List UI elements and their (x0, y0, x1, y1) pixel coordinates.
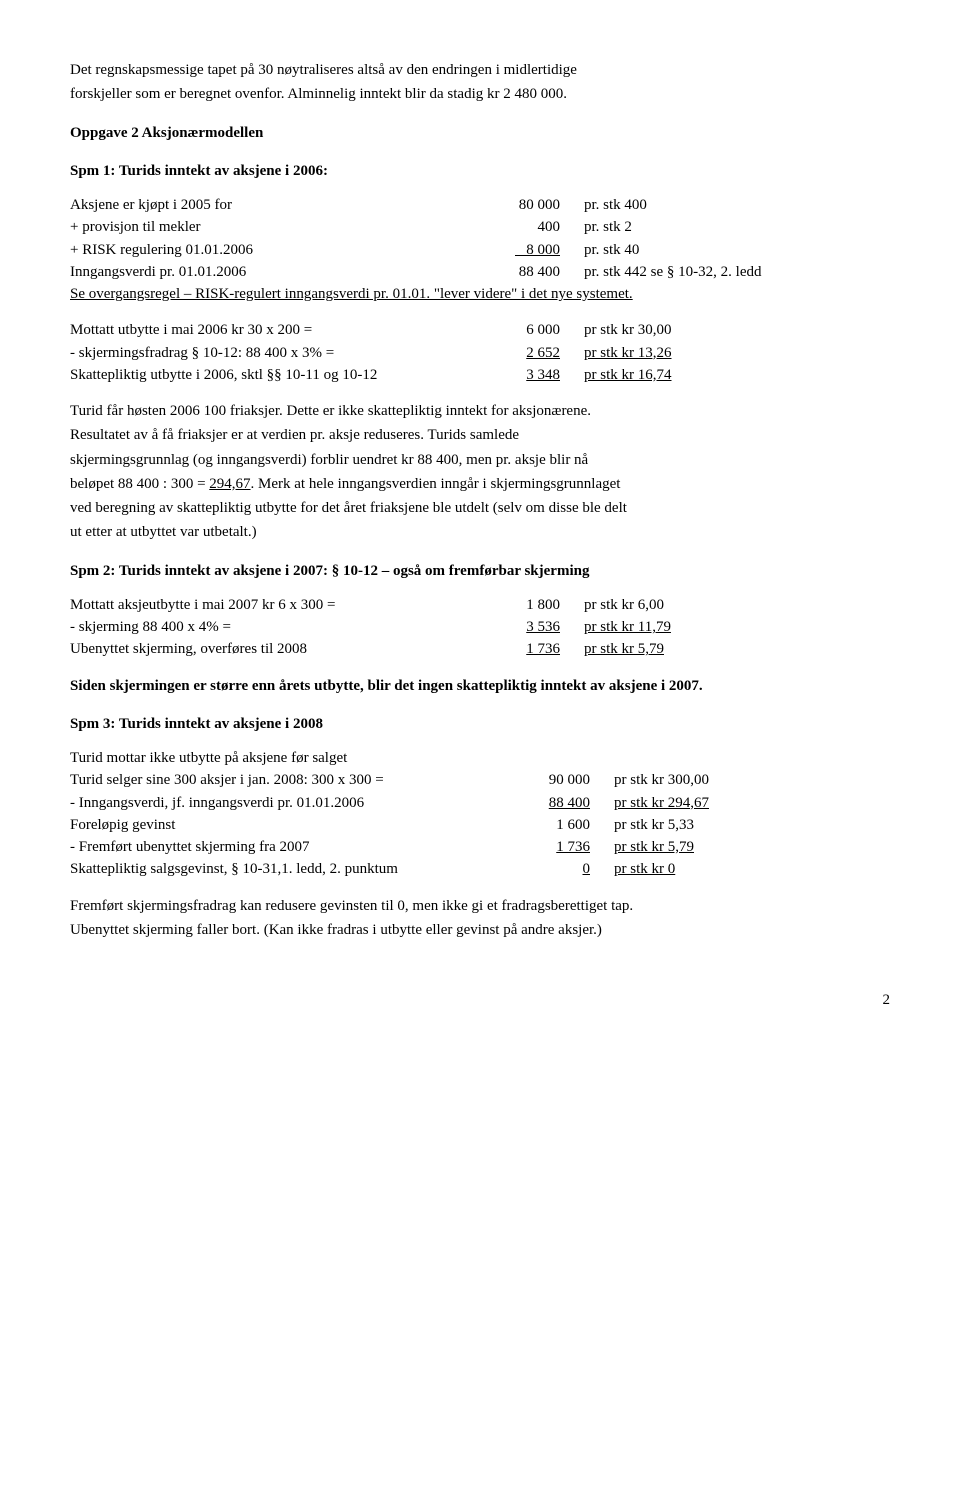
row-label: - skjerming 88 400 x 4% = (70, 617, 480, 637)
row-value: 88 400 (480, 262, 584, 282)
prose-line: ut etter at utbyttet var utbetalt.) (70, 522, 890, 542)
table-row: Mottatt aksjeutbytte i mai 2007 kr 6 x 3… (70, 595, 890, 615)
row-value: 1 800 (480, 595, 584, 615)
spm2-table: Mottatt aksjeutbytte i mai 2007 kr 6 x 3… (70, 595, 890, 660)
row-note: pr stk kr 5,79 (614, 837, 890, 857)
row-note: pr stk kr 0 (614, 859, 890, 879)
row-value: 1 736 (480, 639, 584, 659)
row-value: 3 536 (480, 617, 584, 637)
row-label: - Fremført ubenyttet skjerming fra 2007 (70, 837, 510, 857)
row-value: 80 000 (480, 195, 584, 215)
row-label: Foreløpig gevinst (70, 815, 510, 835)
row-value: 90 000 (510, 770, 614, 790)
table-row: Skattepliktig utbytte i 2006, sktl §§ 10… (70, 365, 890, 385)
spm1-heading: Spm 1: Turids inntekt av aksjene i 2006: (70, 161, 890, 181)
prose-line: Resultatet av å få friaksjer er at verdi… (70, 425, 890, 445)
table-row: Inngangsverdi pr. 01.01.2006 88 400 pr. … (70, 262, 890, 282)
table-row: + RISK regulering 01.01.2006 8 000 pr. s… (70, 240, 890, 260)
row-label: Aksjene er kjøpt i 2005 for (70, 195, 480, 215)
row-note: pr. stk 442 se § 10-32, 2. ledd (584, 262, 890, 282)
spm1-footnote: Se overgangsregel – RISK-regulert inngan… (70, 284, 890, 304)
spm3-line1: Turid mottar ikke utbytte på aksjene før… (70, 748, 890, 768)
row-value: 6 000 (480, 320, 584, 340)
prose-line: Fremført skjermingsfradrag kan redusere … (70, 896, 890, 916)
row-label: Mottatt utbytte i mai 2006 kr 30 x 200 = (70, 320, 480, 340)
prose-line: skjermingsgrunnlag (og inngangsverdi) fo… (70, 450, 890, 470)
spm2-conclusion: Siden skjermingen er større enn årets ut… (70, 676, 890, 696)
table-row: Foreløpig gevinst 1 600 pr stk kr 5,33 (70, 815, 890, 835)
prose-text: beløpet 88 400 : 300 = (70, 476, 209, 492)
table-row: - Fremført ubenyttet skjerming fra 2007 … (70, 837, 890, 857)
intro-paragraph: Det regnskapsmessige tapet på 30 nøytral… (70, 60, 890, 105)
table-row: - skjermingsfradrag § 10-12: 88 400 x 3%… (70, 343, 890, 363)
intro-line2: forskjeller som er beregnet ovenfor. Alm… (70, 84, 890, 104)
table-row: Ubenyttet skjerming, overføres til 2008 … (70, 639, 890, 659)
row-value: 3 348 (480, 365, 584, 385)
row-label: + provisjon til mekler (70, 217, 480, 237)
spm1-calc: Mottatt utbytte i mai 2006 kr 30 x 200 =… (70, 320, 890, 385)
table-row: - Inngangsverdi, jf. inngangsverdi pr. 0… (70, 793, 890, 813)
spm3-prose: Fremført skjermingsfradrag kan redusere … (70, 896, 890, 941)
row-note: pr stk kr 294,67 (614, 793, 890, 813)
spm1-prose: Turid får høsten 2006 100 friaksjer. Det… (70, 401, 890, 543)
row-note: pr stk kr 5,79 (584, 639, 890, 659)
row-label: + RISK regulering 01.01.2006 (70, 240, 480, 260)
prose-line: Turid får høsten 2006 100 friaksjer. Det… (70, 401, 890, 421)
row-note: pr stk kr 5,33 (614, 815, 890, 835)
row-note: pr. stk 40 (584, 240, 890, 260)
row-value: 2 652 (480, 343, 584, 363)
row-value: 8 000 (480, 240, 584, 260)
row-value: 0 (510, 859, 614, 879)
row-label: Inngangsverdi pr. 01.01.2006 (70, 262, 480, 282)
table-row: Mottatt utbytte i mai 2006 kr 30 x 200 =… (70, 320, 890, 340)
spm2-heading: Spm 2: Turids inntekt av aksjene i 2007:… (70, 561, 890, 581)
spm3-heading: Spm 3: Turids inntekt av aksjene i 2008 (70, 714, 890, 734)
oppgave2-title: Oppgave 2 Aksjonærmodellen (70, 123, 890, 143)
row-note: pr stk kr 30,00 (584, 320, 890, 340)
row-value: 400 (480, 217, 584, 237)
prose-underlined: 294,67 (209, 476, 250, 492)
table-row: - skjerming 88 400 x 4% = 3 536 pr stk k… (70, 617, 890, 637)
row-label: Ubenyttet skjerming, overføres til 2008 (70, 639, 480, 659)
row-note: pr stk kr 300,00 (614, 770, 890, 790)
row-note: pr stk kr 6,00 (584, 595, 890, 615)
table-row: Skattepliktig salgsgevinst, § 10-31,1. l… (70, 859, 890, 879)
row-value: 88 400 (510, 793, 614, 813)
prose-line: Ubenyttet skjerming faller bort. (Kan ik… (70, 920, 890, 940)
row-note: pr stk kr 11,79 (584, 617, 890, 637)
row-note: pr stk kr 13,26 (584, 343, 890, 363)
row-label: - skjermingsfradrag § 10-12: 88 400 x 3%… (70, 343, 480, 363)
row-note: pr. stk 400 (584, 195, 890, 215)
table-row: + provisjon til mekler 400 pr. stk 2 (70, 217, 890, 237)
row-label: Mottatt aksjeutbytte i mai 2007 kr 6 x 3… (70, 595, 480, 615)
page-number: 2 (70, 990, 890, 1010)
row-label: Turid selger sine 300 aksjer i jan. 2008… (70, 770, 510, 790)
row-value: 1 736 (510, 837, 614, 857)
prose-line: beløpet 88 400 : 300 = 294,67. Merk at h… (70, 474, 890, 494)
row-label: Skattepliktig salgsgevinst, § 10-31,1. l… (70, 859, 510, 879)
row-label: Skattepliktig utbytte i 2006, sktl §§ 10… (70, 365, 480, 385)
table-row: Turid selger sine 300 aksjer i jan. 2008… (70, 770, 890, 790)
intro-line1: Det regnskapsmessige tapet på 30 nøytral… (70, 60, 890, 80)
spm3-table: Turid selger sine 300 aksjer i jan. 2008… (70, 770, 890, 879)
row-value: 1 600 (510, 815, 614, 835)
prose-text: . Merk at hele inngangsverdien inngår i … (251, 476, 621, 492)
spm1-table: Aksjene er kjøpt i 2005 for 80 000 pr. s… (70, 195, 890, 282)
row-note: pr stk kr 16,74 (584, 365, 890, 385)
row-note: pr. stk 2 (584, 217, 890, 237)
prose-line: ved beregning av skattepliktig utbytte f… (70, 498, 890, 518)
row-label: - Inngangsverdi, jf. inngangsverdi pr. 0… (70, 793, 510, 813)
table-row: Aksjene er kjøpt i 2005 for 80 000 pr. s… (70, 195, 890, 215)
